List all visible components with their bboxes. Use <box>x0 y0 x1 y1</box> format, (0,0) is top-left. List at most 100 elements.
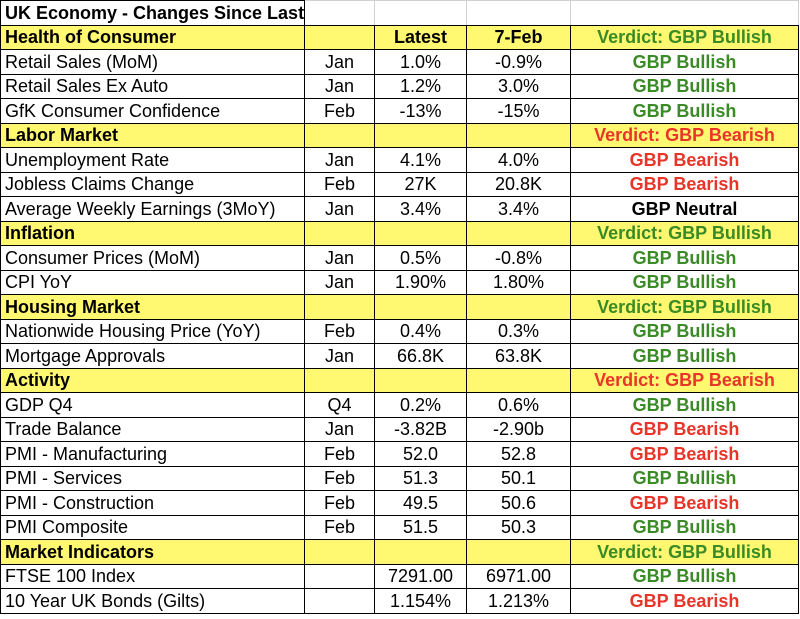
indicator-name-cell[interactable]: PMI - Construction <box>0 490 305 516</box>
previous-value-cell[interactable]: -15% <box>466 98 571 124</box>
latest-value-cell[interactable]: 66.8K <box>374 343 467 369</box>
latest-value-cell[interactable]: -13% <box>374 98 467 124</box>
previous-value-cell[interactable]: 50.6 <box>466 490 571 516</box>
indicator-name-cell[interactable]: Mortgage Approvals <box>0 343 305 369</box>
verdict-cell[interactable]: GBP Bullish <box>570 392 799 418</box>
latest-value-cell[interactable]: 27K <box>374 171 467 197</box>
verdict-cell[interactable]: GBP Bullish <box>570 73 799 99</box>
latest-header-cell[interactable] <box>374 539 467 565</box>
indicator-name-cell[interactable]: PMI - Services <box>0 465 305 491</box>
period-cell[interactable]: Jan <box>304 147 375 173</box>
period-cell[interactable]: Feb <box>304 171 375 197</box>
latest-value-cell[interactable]: 4.1% <box>374 147 467 173</box>
section-verdict-cell[interactable]: Verdict: GBP Bullish <box>570 539 799 565</box>
previous-value-cell[interactable]: 4.0% <box>466 147 571 173</box>
period-cell[interactable]: Jan <box>304 245 375 271</box>
indicator-name-cell[interactable]: CPI YoY <box>0 269 305 295</box>
section-name-cell[interactable]: Inflation <box>0 220 305 246</box>
verdict-cell[interactable]: GBP Bullish <box>570 465 799 491</box>
period-cell[interactable] <box>304 588 375 614</box>
latest-value-cell[interactable]: 1.154% <box>374 588 467 614</box>
latest-value-cell[interactable]: -3.82B <box>374 416 467 442</box>
indicator-name-cell[interactable]: GDP Q4 <box>0 392 305 418</box>
section-name-cell[interactable]: Labor Market <box>0 122 305 148</box>
period-cell[interactable]: Jan <box>304 269 375 295</box>
period-cell[interactable]: Feb <box>304 514 375 540</box>
indicator-name-cell[interactable]: GfK Consumer Confidence <box>0 98 305 124</box>
latest-header-cell[interactable] <box>374 122 467 148</box>
indicator-name-cell[interactable]: Average Weekly Earnings (3MoY) <box>0 196 305 222</box>
latest-header-cell[interactable] <box>374 220 467 246</box>
period-cell[interactable]: Feb <box>304 98 375 124</box>
previous-value-cell[interactable]: 52.8 <box>466 441 571 467</box>
empty-cell[interactable] <box>570 0 799 26</box>
latest-value-cell[interactable]: 52.0 <box>374 441 467 467</box>
previous-value-cell[interactable]: 0.3% <box>466 318 571 344</box>
indicator-name-cell[interactable]: 10 Year UK Bonds (Gilts) <box>0 588 305 614</box>
previous-value-cell[interactable]: 3.4% <box>466 196 571 222</box>
verdict-cell[interactable]: GBP Bullish <box>570 343 799 369</box>
empty-cell[interactable] <box>304 0 375 26</box>
section-month-cell[interactable] <box>304 367 375 393</box>
section-name-cell[interactable]: Market Indicators <box>0 539 305 565</box>
verdict-cell[interactable]: GBP Bearish <box>570 416 799 442</box>
section-month-cell[interactable] <box>304 220 375 246</box>
indicator-name-cell[interactable]: Nationwide Housing Price (YoY) <box>0 318 305 344</box>
latest-value-cell[interactable]: 0.5% <box>374 245 467 271</box>
verdict-cell[interactable]: GBP Bullish <box>570 98 799 124</box>
previous-value-cell[interactable]: 3.0% <box>466 73 571 99</box>
indicator-name-cell[interactable]: Trade Balance <box>0 416 305 442</box>
period-cell[interactable]: Jan <box>304 196 375 222</box>
latest-value-cell[interactable]: 0.2% <box>374 392 467 418</box>
prev-header-cell[interactable] <box>466 220 571 246</box>
indicator-name-cell[interactable]: PMI - Manufacturing <box>0 441 305 467</box>
latest-header-cell[interactable] <box>374 367 467 393</box>
latest-value-cell[interactable]: 49.5 <box>374 490 467 516</box>
prev-header-cell[interactable] <box>466 122 571 148</box>
verdict-cell[interactable]: GBP Bullish <box>570 514 799 540</box>
section-verdict-cell[interactable]: Verdict: GBP Bullish <box>570 24 799 50</box>
latest-value-cell[interactable]: 51.3 <box>374 465 467 491</box>
previous-value-cell[interactable]: 20.8K <box>466 171 571 197</box>
verdict-cell[interactable]: GBP Bearish <box>570 588 799 614</box>
latest-value-cell[interactable]: 7291.00 <box>374 563 467 589</box>
verdict-cell[interactable]: GBP Bearish <box>570 171 799 197</box>
section-name-cell[interactable]: Health of Consumer <box>0 24 305 50</box>
indicator-name-cell[interactable]: Retail Sales (MoM) <box>0 49 305 75</box>
section-month-cell[interactable] <box>304 122 375 148</box>
prev-header-cell[interactable] <box>466 539 571 565</box>
section-verdict-cell[interactable]: Verdict: GBP Bearish <box>570 122 799 148</box>
section-month-cell[interactable] <box>304 294 375 320</box>
section-name-cell[interactable]: Housing Market <box>0 294 305 320</box>
section-verdict-cell[interactable]: Verdict: GBP Bearish <box>570 367 799 393</box>
verdict-cell[interactable]: GBP Bearish <box>570 441 799 467</box>
indicator-name-cell[interactable]: Jobless Claims Change <box>0 171 305 197</box>
section-name-cell[interactable]: Activity <box>0 367 305 393</box>
verdict-cell[interactable]: GBP Bullish <box>570 318 799 344</box>
period-cell[interactable]: Jan <box>304 73 375 99</box>
verdict-cell[interactable]: GBP Bullish <box>570 269 799 295</box>
prev-header-cell[interactable]: 7-Feb <box>466 24 571 50</box>
indicator-name-cell[interactable]: Consumer Prices (MoM) <box>0 245 305 271</box>
period-cell[interactable] <box>304 563 375 589</box>
latest-header-cell[interactable] <box>374 294 467 320</box>
indicator-name-cell[interactable]: Unemployment Rate <box>0 147 305 173</box>
indicator-name-cell[interactable]: PMI Composite <box>0 514 305 540</box>
verdict-cell[interactable]: GBP Bullish <box>570 49 799 75</box>
verdict-cell[interactable]: GBP Bullish <box>570 563 799 589</box>
latest-header-cell[interactable]: Latest <box>374 24 467 50</box>
period-cell[interactable]: Jan <box>304 49 375 75</box>
sheet-title[interactable]: UK Economy - Changes Since Last BoE Meet… <box>0 0 305 26</box>
empty-cell[interactable] <box>466 0 571 26</box>
previous-value-cell[interactable]: 50.1 <box>466 465 571 491</box>
indicator-name-cell[interactable]: Retail Sales Ex Auto <box>0 73 305 99</box>
latest-value-cell[interactable]: 51.5 <box>374 514 467 540</box>
prev-header-cell[interactable] <box>466 367 571 393</box>
period-cell[interactable]: Feb <box>304 441 375 467</box>
verdict-cell[interactable]: GBP Bearish <box>570 147 799 173</box>
prev-header-cell[interactable] <box>466 294 571 320</box>
latest-value-cell[interactable]: 1.90% <box>374 269 467 295</box>
latest-value-cell[interactable]: 1.2% <box>374 73 467 99</box>
period-cell[interactable]: Feb <box>304 465 375 491</box>
section-verdict-cell[interactable]: Verdict: GBP Bullish <box>570 294 799 320</box>
